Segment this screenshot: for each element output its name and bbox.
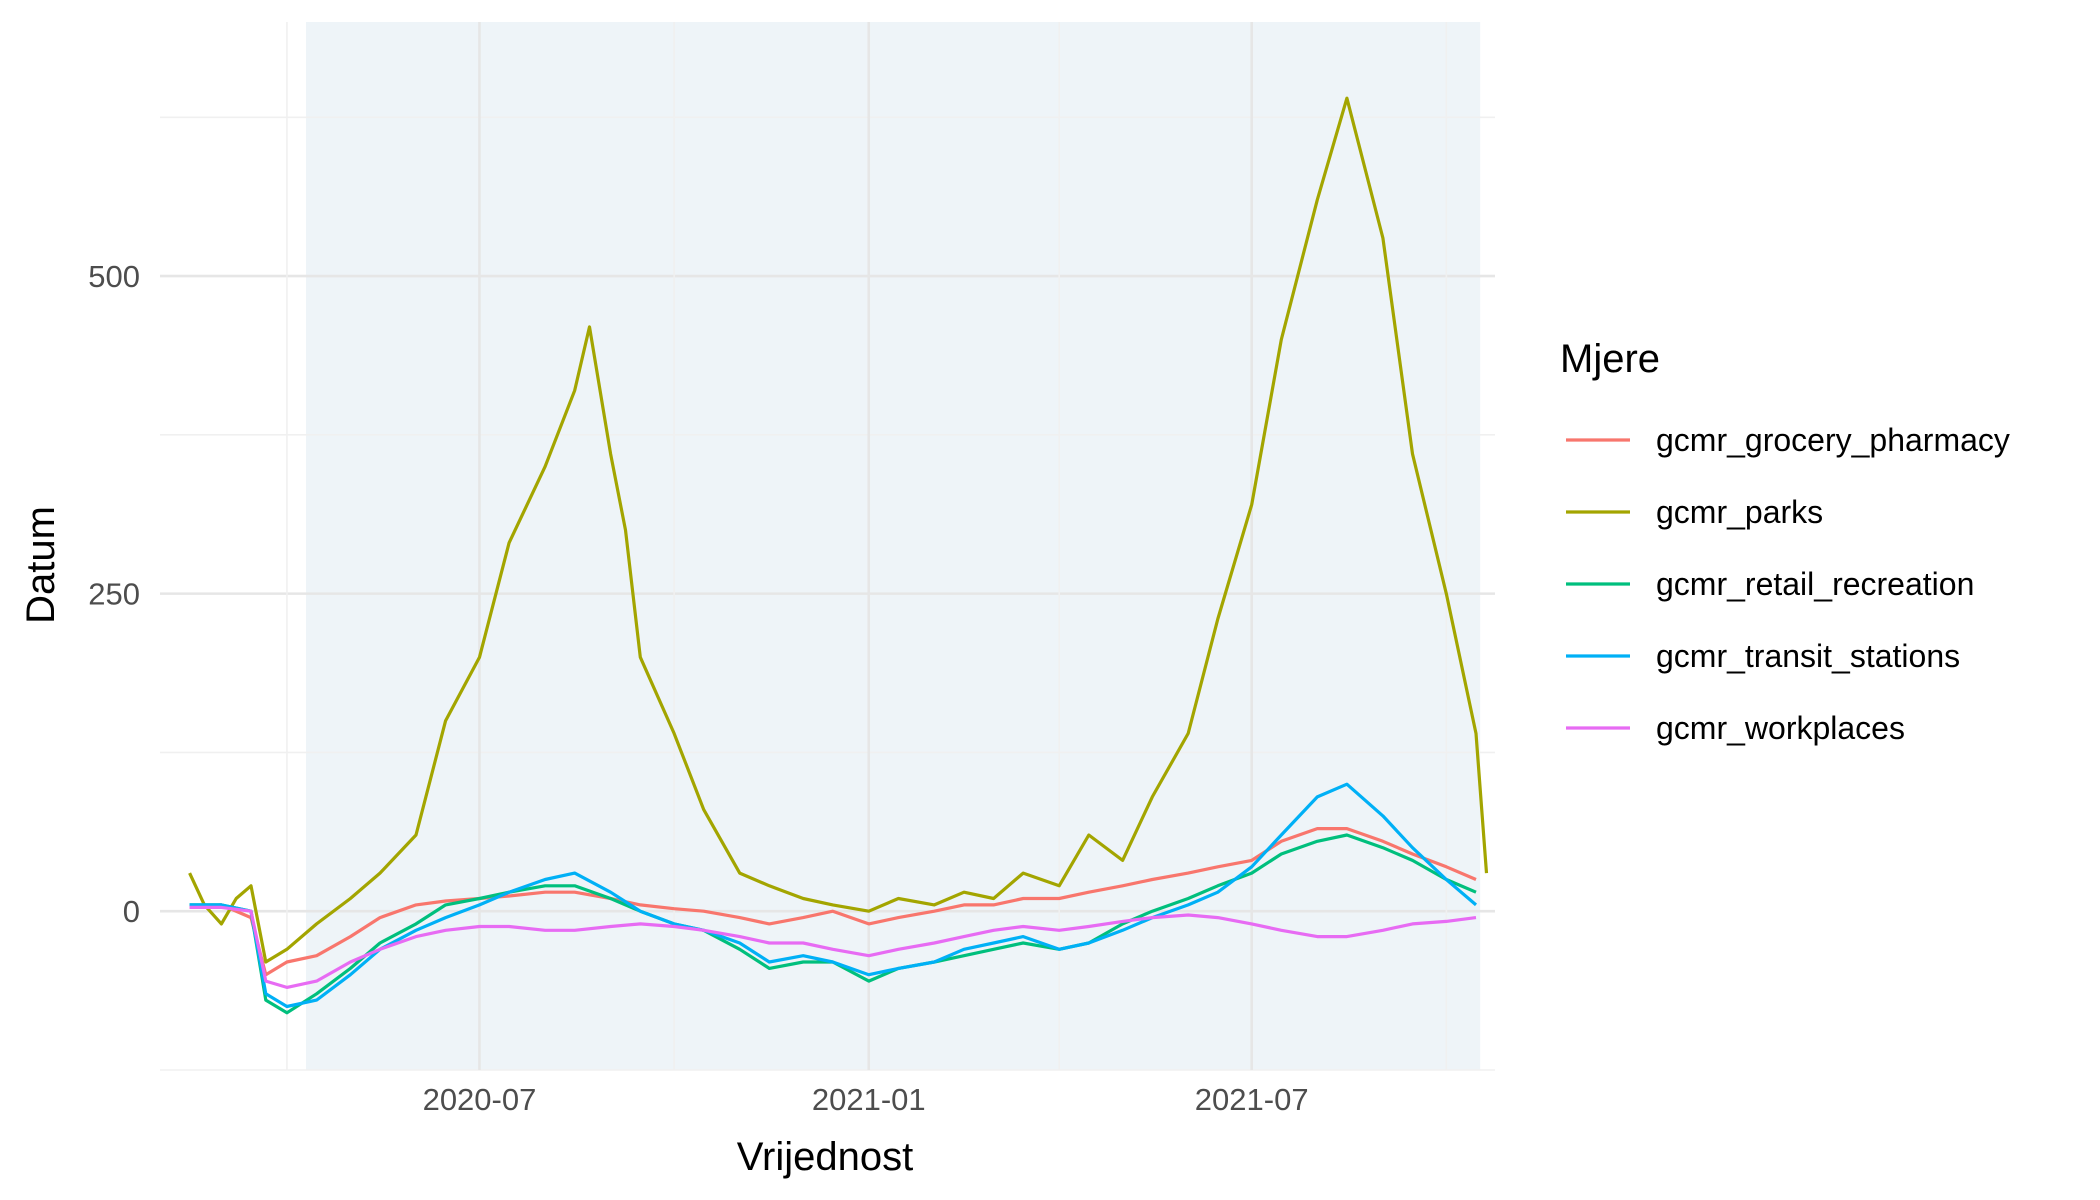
legend-label: gcmr_workplaces xyxy=(1656,710,1905,746)
x-tick-label: 2021-01 xyxy=(812,1082,926,1117)
x-axis-tick-labels: 2020-07 2021-01 2021-07 xyxy=(423,1082,1309,1117)
y-tick-label: 500 xyxy=(88,259,140,294)
legend-label: gcmr_retail_recreation xyxy=(1656,566,1974,602)
y-tick-label: 250 xyxy=(88,577,140,612)
series-line-gcmr-grocery-pharmacy xyxy=(189,827,1477,977)
series-line-gcmr-parks xyxy=(188,96,1489,964)
series-line-gcmr-workplaces xyxy=(189,905,1477,989)
legend: Mjere gcmr_grocery_pharmacy gcmr_parksgcm… xyxy=(1560,337,2010,746)
y-axis-tick-labels: 0 250 500 xyxy=(88,259,140,929)
x-axis-title: Vrijednost xyxy=(737,1135,913,1179)
x-tick-label: 2020-07 xyxy=(423,1082,537,1117)
legend-label: gcmr_transit_stations xyxy=(1656,638,1960,674)
shaded-region xyxy=(305,22,1481,1070)
plot-background xyxy=(305,22,1481,1070)
legend-title: Mjere xyxy=(1560,337,1660,381)
legend-label: gcmr_grocery_pharmacy xyxy=(1656,422,2010,458)
legend-label: gcmr_parks xyxy=(1656,494,1823,530)
y-axis-title: Datum xyxy=(19,506,63,624)
series-lines xyxy=(188,96,1489,1015)
series-line-gcmr-transit-stations xyxy=(189,782,1478,1009)
series-line-gcmr-retail-recreation xyxy=(189,833,1477,1015)
y-tick-label: 0 xyxy=(123,894,140,929)
x-tick-label: 2021-07 xyxy=(1195,1082,1309,1117)
